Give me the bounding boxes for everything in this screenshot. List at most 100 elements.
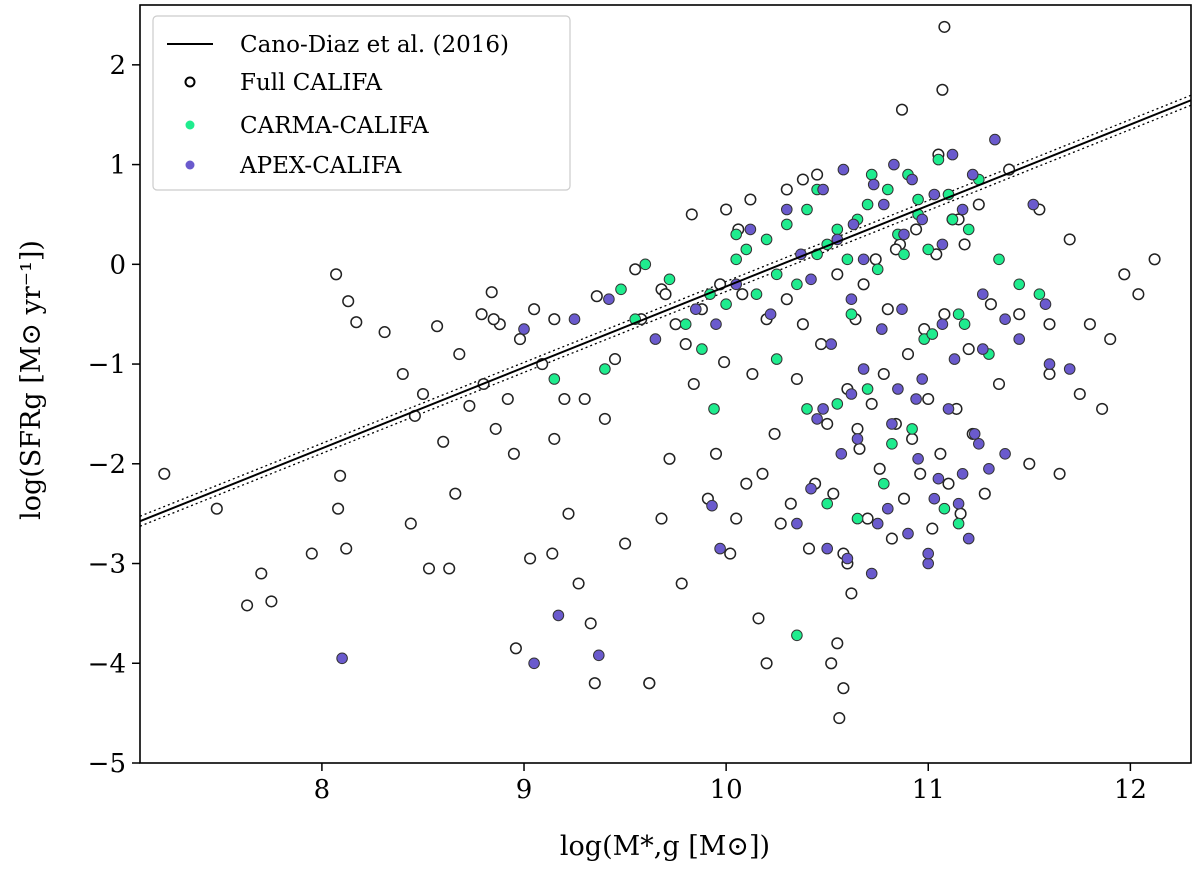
full-califa-point [643,677,656,690]
apex-califa-point [781,203,793,216]
carma-califa-point [708,403,720,415]
apex-califa-point [336,652,348,665]
full-califa-point [910,223,923,236]
apex-califa-point [977,288,989,301]
carma-califa-point [882,183,894,196]
full-califa-point [752,612,765,625]
apex-califa-point [888,158,900,171]
full-califa-point [485,286,498,299]
apex-califa-point [896,303,908,316]
apex-califa-point [932,472,945,485]
apex-califa-point [876,323,888,335]
full-califa-point [431,320,444,333]
apex-califa-point [690,303,702,316]
apex-califa-point [916,373,929,385]
apex-califa-point [865,567,878,580]
apex-califa-point [851,433,864,445]
data-points [158,20,1161,725]
full-califa-point [837,682,850,695]
apex-califa-point [956,203,969,216]
y-tick-label: −3 [88,550,126,580]
apex-califa-point [962,532,975,545]
full-califa-point [524,552,537,565]
apex-califa-point [710,318,722,331]
full-califa-point [865,397,878,410]
full-califa-point [330,268,343,281]
apex-califa-point [912,453,924,465]
apex-califa-point [1043,358,1056,370]
apex-califa-point [922,557,935,570]
full-califa-point [853,442,866,455]
full-califa-point [744,193,757,206]
full-califa-point [825,657,838,670]
carma-califa-point [958,318,971,331]
carma-califa-point [962,223,975,236]
apex-califa-point [922,547,935,560]
full-califa-point [877,367,890,381]
full-califa-point [861,512,874,525]
full-califa-point [509,642,522,655]
apex-califa-point [956,468,969,480]
full-califa-point [796,173,809,186]
carma-califa-point [1013,278,1026,291]
carma-califa-point [831,398,844,410]
full-califa-point [675,577,688,590]
full-califa-point [378,326,391,339]
apex-califa-point [805,482,817,495]
full-califa-point [802,542,816,555]
legend-open-circle-swatch [184,76,196,88]
full-califa-point [815,338,828,351]
full-califa-point [740,477,753,490]
carma-califa-point [770,268,783,281]
apex-califa-point [552,609,565,622]
full-califa-point [942,477,955,490]
full-califa-point [709,447,723,460]
plot-area-frame [139,4,1192,764]
full-califa-point [720,203,733,216]
fit-confidence-band [139,94,1192,527]
full-califa-point [507,447,520,460]
full-califa-point [730,512,743,525]
full-califa-point [572,577,585,590]
full-califa-point [489,422,502,435]
apex-califa-point [973,438,985,450]
full-califa-point [548,432,561,445]
full-califa-point [1043,318,1056,331]
apex-califa-point [946,148,959,161]
carma-califa-point [801,203,813,216]
full-califa-point [1023,457,1036,470]
full-califa-point [926,522,939,535]
legend-label-carma-califa: CARMA-CALIFA [240,113,429,139]
carma-califa-point [871,263,884,276]
apex-califa-point [649,333,662,345]
carma-califa-point [861,383,874,395]
full-califa-point [404,517,417,530]
full-califa-point [334,469,347,482]
carma-califa-point [851,512,864,525]
y-tick-label: 0 [109,250,126,280]
apex-califa-point [882,502,894,515]
apex-califa-point [825,338,838,350]
full-califa-point [914,467,927,480]
apex-califa-point [928,492,941,505]
legend-label-apex-califa: APEX-CALIFA [239,153,402,179]
full-califa-point [901,348,915,361]
cano-diaz-fit-line [139,99,1192,523]
full-califa-point [906,432,919,445]
full-califa-point [453,348,466,361]
full-califa-point [598,412,611,425]
full-califa-point [1096,402,1109,415]
carma-califa-point [696,343,708,355]
full-califa-point [1104,333,1117,346]
y-tick-label: −5 [88,749,126,779]
full-califa-point [895,103,909,116]
full-califa-point [629,263,642,276]
carma-califa-point [926,328,939,340]
apex-califa-point [928,188,941,201]
full-califa-point [463,399,476,412]
apex-califa-point [1039,298,1052,311]
full-califa-point [954,507,967,520]
carma-califa-point [781,218,793,231]
carma-califa-point [886,438,898,450]
full-califa-point [934,447,947,460]
